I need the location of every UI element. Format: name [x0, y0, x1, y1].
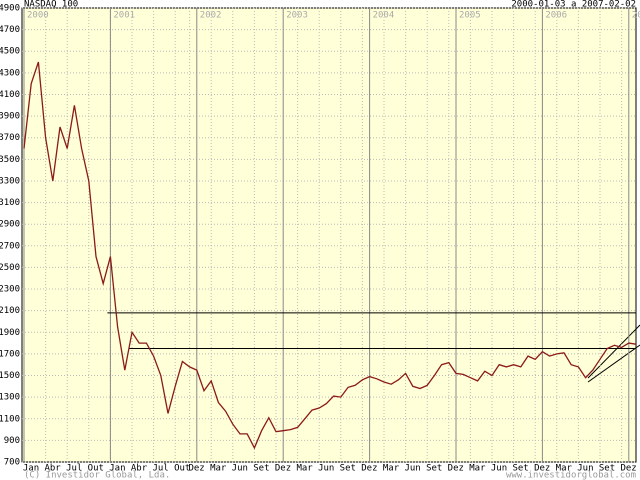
x-tick-label: Dez — [275, 464, 291, 474]
y-tick-label: 2900 — [0, 220, 20, 230]
x-tick-label: Set — [253, 464, 269, 474]
x-tick-label: Abr — [44, 464, 61, 474]
y-tick-label: 4700 — [0, 25, 20, 35]
x-tick-label: Dez — [188, 464, 204, 474]
x-tick-label: Jun — [491, 464, 507, 474]
x-tick-label: Dez — [448, 464, 464, 474]
x-tick-label: Jan — [23, 464, 39, 474]
x-tick-label: Mar — [383, 464, 400, 474]
x-tick-label: Mar — [556, 464, 573, 474]
x-tick-label: Jun — [577, 464, 593, 474]
footer-left: (C) Investidor Global, Lda. — [24, 471, 170, 480]
x-tick-label: Set — [426, 464, 442, 474]
y-tick-label: 4100 — [0, 90, 20, 100]
year-label: 2004 — [373, 11, 395, 21]
y-tick-label: 900 — [4, 436, 20, 446]
x-tick-label: Dez — [620, 464, 636, 474]
footer-right: www.investidorglobal.com — [506, 471, 636, 480]
year-label: 2005 — [459, 11, 481, 21]
x-tick-label: Jun — [404, 464, 420, 474]
channel-line — [587, 324, 640, 379]
y-tick-label: 1300 — [0, 393, 20, 403]
year-label: 2002 — [200, 11, 222, 21]
y-tick-label: 4500 — [0, 47, 20, 57]
y-tick-label: 4900 — [0, 4, 20, 14]
y-tick-label: 2300 — [0, 285, 20, 295]
y-tick-label: 3100 — [0, 198, 20, 208]
y-tick-label: 2100 — [0, 306, 20, 316]
chart-title: NASDAQ 100 — [24, 0, 78, 10]
x-tick-label: Jun — [318, 464, 334, 474]
y-tick-label: 4300 — [0, 68, 20, 78]
x-tick-label: Jul — [66, 464, 82, 474]
x-tick-label: Abr — [131, 464, 148, 474]
x-tick-label: Out — [174, 464, 190, 474]
x-tick-label: Set — [512, 464, 528, 474]
price-line — [23, 61, 637, 450]
year-label: 2007 — [632, 11, 640, 21]
y-tick-label: 2700 — [0, 241, 20, 251]
y-tick-label: 1700 — [0, 349, 20, 359]
x-tick-label: Jan — [109, 464, 125, 474]
x-tick-label: Mar — [296, 464, 313, 474]
y-tick-label: 1900 — [0, 328, 20, 338]
y-tick-label: 3300 — [0, 176, 20, 186]
x-tick-label: Mar — [469, 464, 486, 474]
x-tick-label: Jul — [152, 464, 168, 474]
channel-line — [587, 344, 640, 383]
x-tick-label: Dez — [361, 464, 377, 474]
x-tick-label: Jun — [232, 464, 248, 474]
year-label: 2000 — [27, 11, 49, 21]
x-tick-label: Mar — [210, 464, 227, 474]
y-tick-label: 2500 — [0, 263, 20, 273]
x-tick-label: Dez — [534, 464, 550, 474]
y-tick-label: 3700 — [0, 133, 20, 143]
x-tick-label: Set — [340, 464, 356, 474]
plot-area — [21, 7, 637, 463]
y-tick-label: 1100 — [0, 414, 20, 424]
y-tick-label: 3500 — [0, 155, 20, 165]
y-tick-label: 1500 — [0, 371, 20, 381]
year-label: 2006 — [545, 11, 567, 21]
y-tick-label: 700 — [4, 458, 20, 468]
x-tick-label: Out — [88, 464, 104, 474]
year-label: 2001 — [113, 11, 135, 21]
date-range: 2000-01-03 a 2007-02-02 — [511, 0, 636, 10]
year-label: 2003 — [286, 11, 308, 21]
x-tick-label: Set — [599, 464, 615, 474]
y-tick-label: 3900 — [0, 112, 20, 122]
